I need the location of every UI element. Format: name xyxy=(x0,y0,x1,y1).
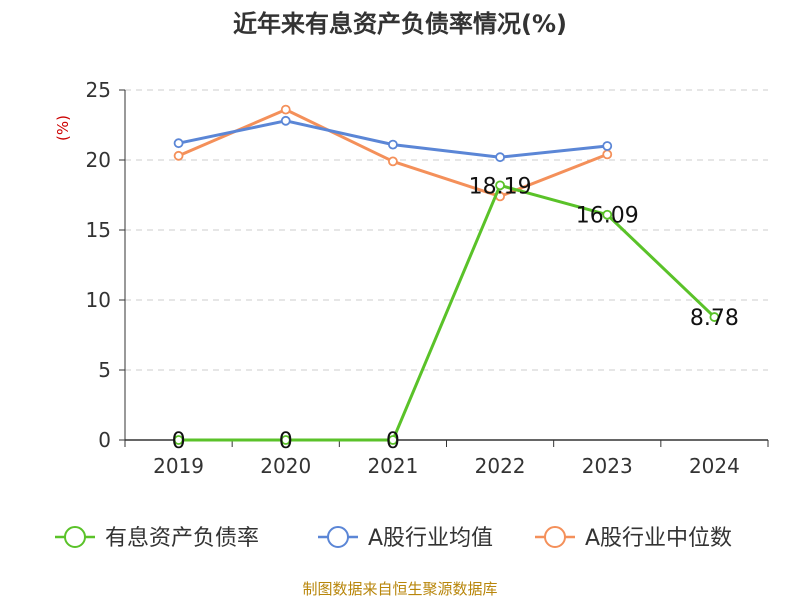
data-point xyxy=(173,435,184,445)
legend[interactable]: 有息资产负债率 A股行业均值 A股行业中位数 xyxy=(55,526,732,551)
data-label: 0 xyxy=(386,429,400,454)
source-note: 制图数据来自恒生聚源数据库 xyxy=(302,580,498,598)
legend-marker-icon xyxy=(327,526,349,548)
x-tick-label: 2022 xyxy=(475,454,526,478)
series-line xyxy=(178,183,716,442)
legend-marker-icon xyxy=(64,526,86,548)
grid-lines xyxy=(125,89,768,371)
x-tick-label: 2023 xyxy=(582,454,633,478)
y-tick-label: 5 xyxy=(98,358,111,382)
legend-marker-icon xyxy=(544,526,566,548)
data-point xyxy=(280,435,291,445)
data-label: 0 xyxy=(279,429,293,454)
legend-label: 有息资产负债率 xyxy=(105,526,259,551)
data-point xyxy=(495,152,505,163)
series-line xyxy=(178,119,608,159)
data-point xyxy=(388,139,398,150)
data-label: 18.19 xyxy=(469,174,532,199)
y-tick-label: 0 xyxy=(98,428,111,452)
legend-label: A股行业中位数 xyxy=(585,526,732,551)
data-label: 8.78 xyxy=(690,306,739,331)
data-point xyxy=(280,104,291,115)
data-point xyxy=(173,138,184,149)
x-tick-label: 2020 xyxy=(260,454,311,478)
data-label: 0 xyxy=(172,429,186,454)
data-point xyxy=(388,156,398,167)
data-point xyxy=(280,115,291,126)
data-point xyxy=(495,180,505,191)
data-point xyxy=(602,141,613,151)
y-tick-label: 10 xyxy=(86,288,111,312)
data-point xyxy=(602,149,613,160)
data-point xyxy=(602,209,613,220)
data-point xyxy=(388,435,398,445)
legend-label: A股行业均值 xyxy=(368,526,493,551)
data-labels: 0 0 0 18.19 16.09 8.78 xyxy=(172,174,739,454)
x-tick-label: 2024 xyxy=(689,454,740,478)
y-tick-label: 25 xyxy=(86,78,111,102)
data-point xyxy=(709,312,720,322)
data-point xyxy=(173,150,184,161)
x-tick-label: 2021 xyxy=(367,454,418,478)
axes: 0 5 10 15 20 25 2019 2020 2021 2022 2023 2024 (%) xyxy=(54,78,769,478)
y-tick-label: 20 xyxy=(86,148,111,172)
chart-title: 近年来有息资产负债率情况(%) xyxy=(233,10,567,38)
x-tick-label: 2019 xyxy=(153,454,204,478)
y-axis-unit: (%) xyxy=(54,115,72,141)
series-lines xyxy=(173,104,720,445)
data-label: 16.09 xyxy=(576,204,639,229)
y-tick-label: 15 xyxy=(86,218,111,242)
